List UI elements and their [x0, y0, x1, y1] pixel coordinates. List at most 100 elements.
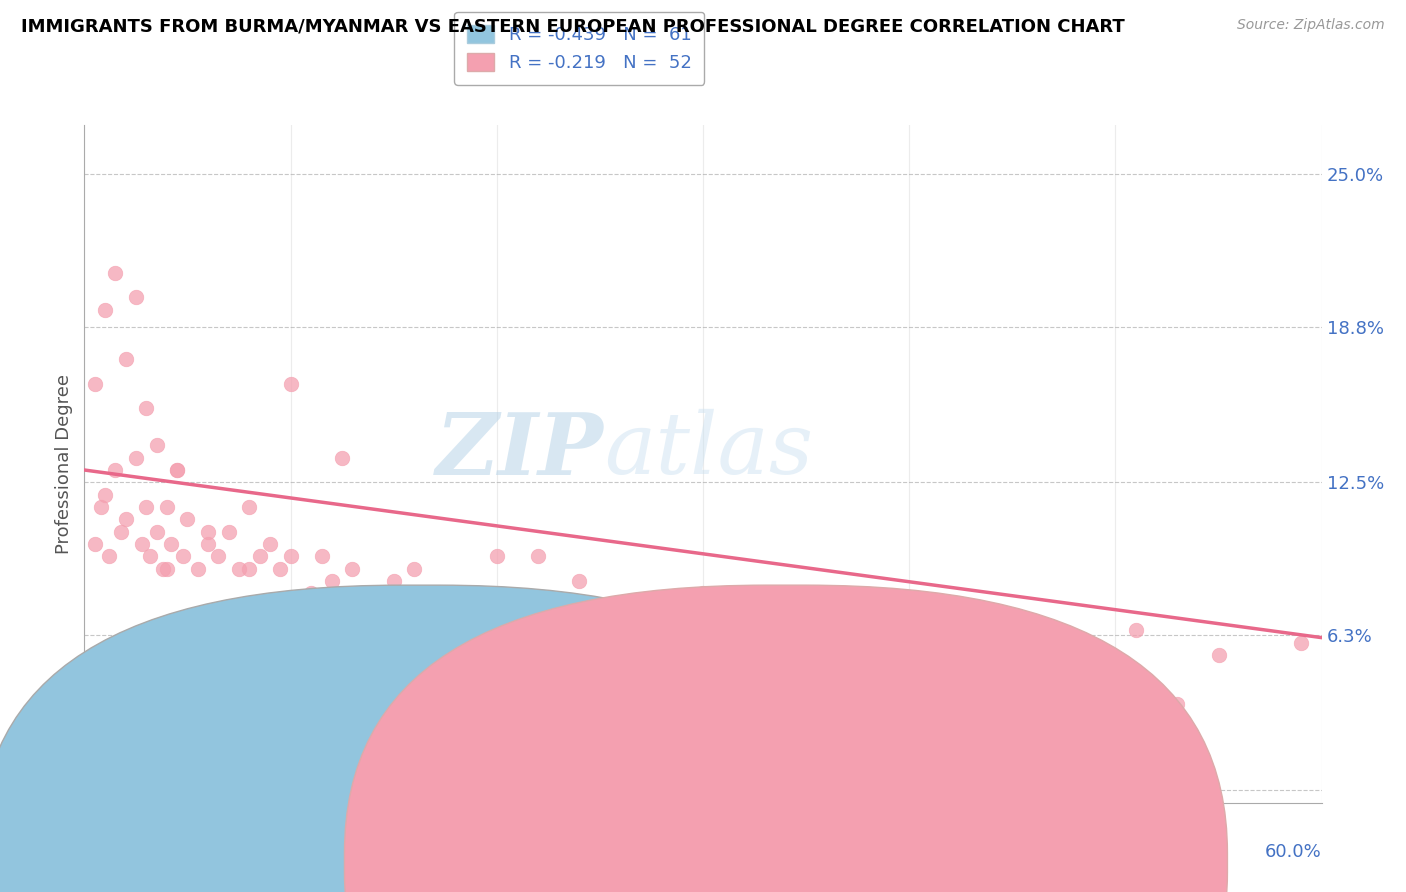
Point — [135, 771, 157, 785]
Point — [82, 747, 104, 761]
Point — [110, 524, 132, 539]
Point — [172, 549, 194, 564]
Point — [98, 771, 121, 785]
Point — [330, 450, 353, 465]
Point — [145, 524, 167, 539]
Point — [404, 561, 426, 575]
Point — [754, 611, 776, 625]
Point — [125, 450, 148, 465]
Legend: R = -0.439   N =  61, R = -0.219   N =  52: R = -0.439 N = 61, R = -0.219 N = 52 — [454, 12, 704, 85]
Point — [96, 764, 118, 778]
Point — [135, 401, 157, 416]
Point — [485, 549, 508, 564]
Point — [176, 512, 198, 526]
Point — [127, 776, 149, 790]
Point — [103, 759, 125, 773]
Point — [86, 747, 108, 761]
Text: Source: ZipAtlas.com: Source: ZipAtlas.com — [1237, 18, 1385, 32]
Point — [238, 561, 260, 575]
Point — [145, 438, 167, 452]
Point — [83, 764, 105, 778]
Point — [218, 524, 240, 539]
Point — [434, 599, 457, 613]
Text: □  Eastern Europeans: □ Eastern Europeans — [780, 852, 963, 870]
Point — [91, 771, 114, 785]
Point — [218, 771, 240, 785]
Point — [527, 549, 550, 564]
Point — [75, 764, 97, 778]
Point — [465, 779, 488, 793]
Point — [156, 561, 179, 575]
Point — [361, 586, 384, 600]
Text: ZIP: ZIP — [436, 409, 605, 492]
Point — [187, 561, 209, 575]
Point — [79, 776, 101, 790]
Point — [125, 290, 148, 304]
Point — [98, 754, 121, 768]
Point — [197, 764, 219, 778]
Point — [79, 754, 101, 768]
Point — [160, 537, 183, 551]
Point — [108, 776, 131, 790]
Point — [342, 599, 364, 613]
Point — [156, 500, 179, 514]
Point — [139, 776, 162, 790]
Point — [404, 776, 426, 790]
Point — [112, 771, 135, 785]
Point — [91, 764, 114, 778]
Point — [342, 776, 364, 790]
Text: Eastern Europeans: Eastern Europeans — [815, 854, 972, 871]
Point — [90, 500, 112, 514]
Point — [1125, 624, 1147, 638]
Point — [114, 512, 136, 526]
Point — [299, 586, 322, 600]
Point — [166, 463, 188, 477]
Point — [96, 648, 118, 662]
Point — [90, 771, 112, 785]
Point — [1289, 635, 1312, 649]
Point — [960, 611, 983, 625]
Point — [104, 463, 127, 477]
Point — [156, 771, 179, 785]
Point — [1166, 697, 1188, 711]
Point — [454, 586, 477, 600]
Point — [1042, 635, 1064, 649]
Point — [207, 549, 229, 564]
Point — [118, 771, 141, 785]
Point — [104, 771, 127, 785]
Point — [105, 764, 128, 778]
Point — [321, 574, 343, 588]
Text: Immigrants from Burma/Myanmar: Immigrants from Burma/Myanmar — [450, 854, 733, 871]
Point — [568, 574, 591, 588]
Point — [94, 759, 117, 773]
Point — [90, 734, 112, 748]
Point — [228, 561, 250, 575]
Point — [77, 771, 100, 785]
Point — [104, 266, 127, 280]
Point — [87, 754, 110, 768]
Point — [187, 776, 209, 790]
Point — [86, 771, 108, 785]
Point — [630, 599, 652, 613]
Point — [86, 759, 108, 773]
Point — [280, 376, 302, 391]
Point — [100, 764, 122, 778]
Text: □  Immigrants from Burma/Myanmar: □ Immigrants from Burma/Myanmar — [380, 852, 689, 870]
Point — [259, 776, 281, 790]
Point — [114, 764, 136, 778]
Point — [122, 759, 145, 773]
Point — [299, 771, 322, 785]
Point — [269, 561, 291, 575]
Point — [1208, 648, 1230, 662]
Point — [90, 759, 112, 773]
Text: 0.0%: 0.0% — [84, 844, 129, 862]
Text: IMMIGRANTS FROM BURMA/MYANMAR VS EASTERN EUROPEAN PROFESSIONAL DEGREE CORRELATIO: IMMIGRANTS FROM BURMA/MYANMAR VS EASTERN… — [21, 18, 1125, 36]
Point — [877, 624, 900, 638]
Point — [166, 463, 188, 477]
Point — [152, 561, 174, 575]
Point — [83, 754, 105, 768]
Point — [114, 352, 136, 367]
Text: 60.0%: 60.0% — [1265, 844, 1322, 862]
Text: atlas: atlas — [605, 409, 813, 491]
Point — [238, 776, 260, 790]
